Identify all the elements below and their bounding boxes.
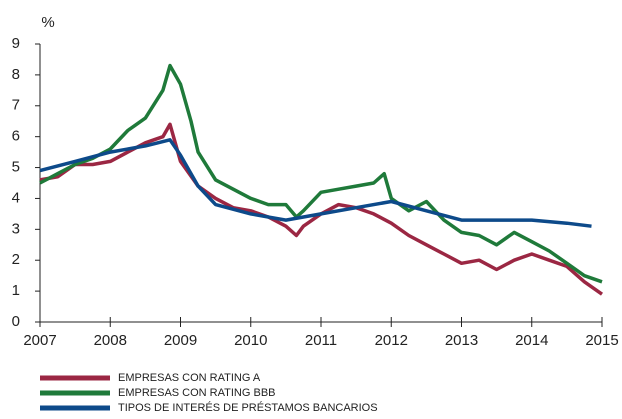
y-tick-label: 8 (12, 66, 20, 83)
legend-label: EMPRESAS CON RATING BBB (118, 387, 276, 399)
y-tick-label: 9 (12, 35, 20, 52)
y-tick-label: 3 (12, 220, 20, 237)
x-tick-label: 2013 (445, 332, 478, 349)
x-tick-label: 2010 (234, 332, 267, 349)
x-tick-label: 2008 (94, 332, 127, 349)
x-tick-label: 2015 (585, 332, 618, 349)
y-tick-label: 1 (12, 282, 20, 299)
x-tick-label: 2012 (375, 332, 408, 349)
y-tick-label: 4 (12, 189, 20, 206)
y-axis-label: % (41, 14, 54, 31)
x-tick-label: 2011 (305, 332, 337, 349)
y-tick-label: 2 (12, 251, 20, 268)
y-tick-label: 7 (12, 97, 20, 114)
x-tick-label: 2007 (23, 332, 56, 349)
x-tick-label: 2014 (515, 332, 548, 349)
legend-label: TIPOS DE INTERÉS DE PRÉSTAMOS BANCARIOS (118, 401, 378, 414)
legend-label: EMPRESAS CON RATING A (118, 372, 261, 384)
y-tick-label: 0 (12, 313, 20, 330)
x-tick-label: 2009 (164, 332, 197, 349)
y-tick-label: 6 (12, 128, 20, 145)
y-tick-label: 5 (12, 159, 20, 176)
series-line (39, 63, 603, 284)
series-line (39, 138, 592, 228)
